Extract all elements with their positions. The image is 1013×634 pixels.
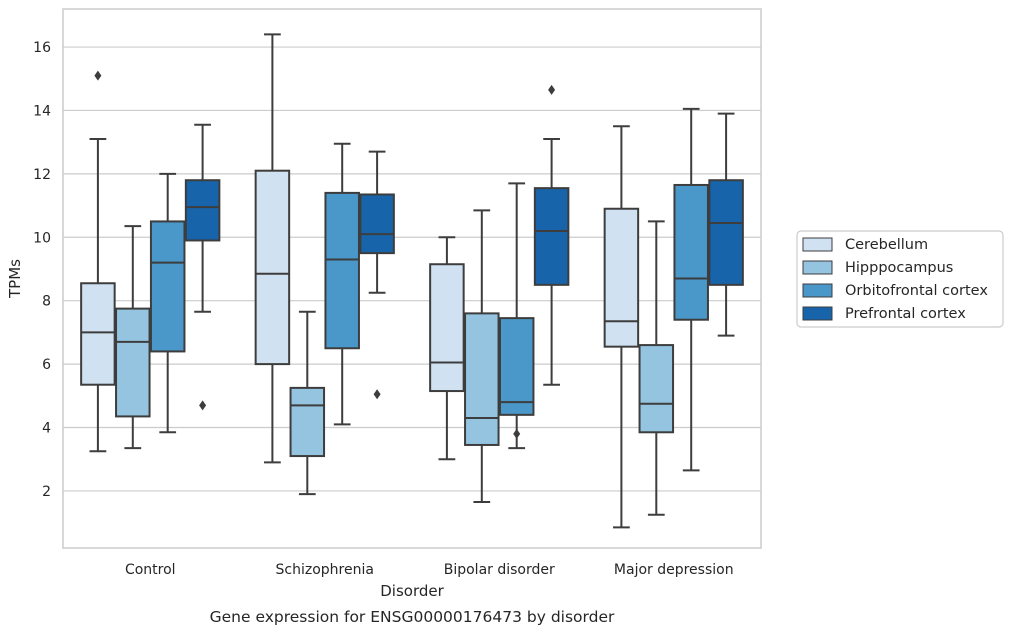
outlier-point [199,400,207,411]
box-iqr [149,220,186,353]
x-tick-label: Bipolar disorder [444,562,555,578]
box-3-0 [603,125,640,529]
box-0-1 [115,225,151,450]
box-iqr [464,312,500,446]
y-tick-label: 12 [33,167,51,183]
chart-caption: Gene expression for ENSG00000176473 by d… [210,608,615,626]
box-0-0 [80,70,116,453]
box-iqr [603,207,640,348]
box-iqr [498,317,535,416]
box-iqr [533,187,570,286]
box-groups [80,33,744,529]
y-axis-label: TPMs [6,259,24,299]
box-iqr [184,179,221,242]
x-tick-label: Control [125,562,176,578]
box-iqr [254,169,291,366]
x-tick-labels: Control Schizophrenia Bipolar disorder Majo… [125,562,734,578]
y-tick-label: 4 [42,421,51,437]
x-tick-label: Major depression [614,562,734,578]
outlier-point [548,84,556,95]
box-1-1 [289,310,326,496]
box-3-1 [638,220,675,516]
box-3-2 [673,107,709,472]
y-tick-label: 14 [33,103,51,119]
box-0-2 [149,172,186,434]
legend-swatch [802,260,833,275]
box-2-0 [429,236,465,461]
box-iqr [708,179,744,286]
box-iqr [289,386,326,458]
legend-label: Prefrontal cortex [845,306,966,322]
legend-label: Orbitofrontal cortex [845,283,988,299]
box-0-3 [184,123,221,411]
box-iqr [324,191,360,350]
y-tick-label: 10 [33,230,51,246]
x-tick-label: Schizophrenia [276,562,374,578]
box-1-2 [324,142,360,426]
box-2-1 [464,209,500,504]
y-tick-label: 16 [33,40,51,56]
legend-label: Hipppocampus [845,260,953,276]
legend-frame [796,230,1004,328]
y-tick-labels: 2 4 6 8 10 12 14 16 [33,40,51,500]
box-iqr [80,282,116,386]
x-axis-label: Disorder [380,582,444,600]
y-tick-label: 6 [42,357,51,373]
legend-swatch [802,306,833,321]
box-iqr [359,193,395,255]
box-iqr [115,307,151,418]
legend: Cerebellum Hipppocampus Orbitofrontal cort… [796,230,1004,328]
box-1-3 [359,150,395,400]
box-1-0 [254,33,291,464]
y-tick-label: 8 [42,294,51,310]
y-tick-label: 2 [42,484,51,500]
box-3-3 [708,112,744,337]
box-2-2 [498,182,535,450]
legend-swatch [802,237,833,252]
box-iqr [638,344,675,434]
box-iqr [429,263,465,393]
outlier-point [373,389,381,400]
box-iqr [673,183,709,321]
outlier-point [513,428,521,439]
outlier-point [94,70,102,81]
plot-frame [62,8,762,549]
legend-swatch [802,283,833,298]
box-2-3 [533,84,570,386]
legend-label: Cerebellum [845,237,928,253]
